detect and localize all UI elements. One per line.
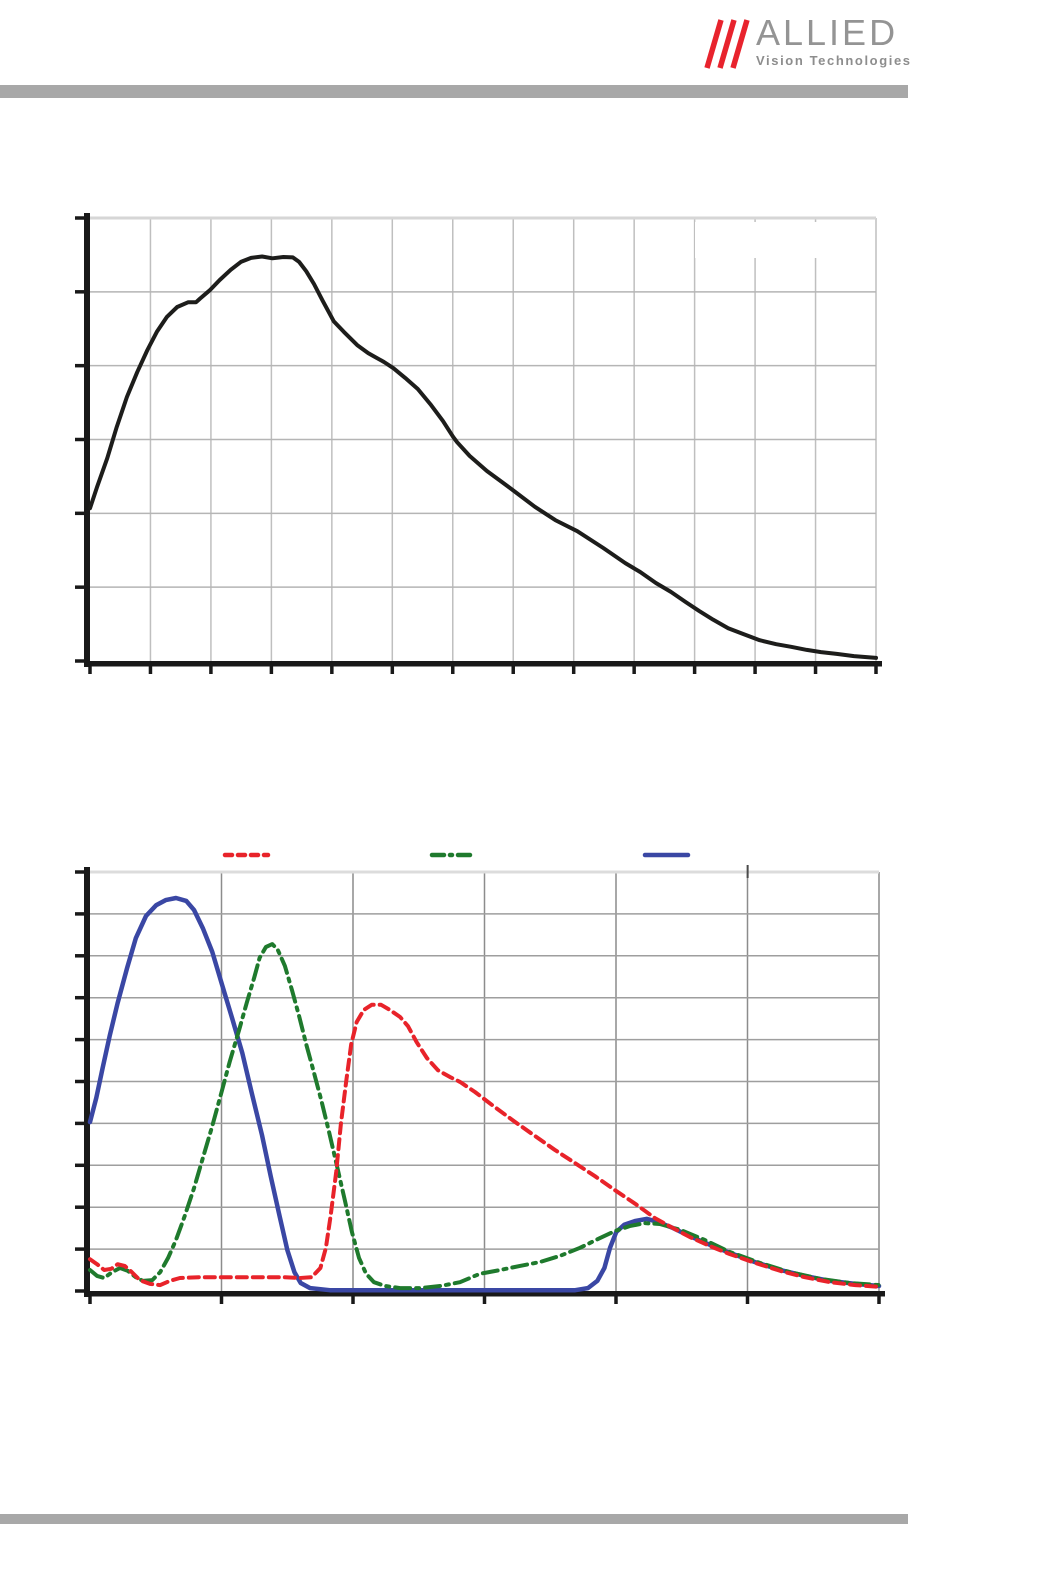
brand-subtitle: Vision Technologies: [756, 53, 912, 68]
brand-name: ALLIED: [756, 12, 899, 53]
series-curve-red-channel: [88, 1002, 881, 1289]
y-axis: [84, 867, 90, 1297]
logo-text: ALLIED Vision Technologies: [756, 12, 912, 69]
x-axis: [84, 661, 882, 667]
footer-divider-bar: [0, 1514, 908, 1524]
series-curve-green-channel: [88, 942, 881, 1291]
mono-spectral-sensitivity-chart: [75, 213, 882, 674]
brand-logo: ALLIED Vision Technologies: [704, 14, 914, 76]
color-spectral-sensitivity-chart: [75, 852, 885, 1304]
logo-slash-icon: [730, 19, 750, 69]
logo-slash-icon: [704, 19, 724, 69]
y-axis: [84, 213, 90, 667]
logo-slashes-icon: [704, 19, 750, 69]
x-axis: [84, 1291, 885, 1297]
series-curve-mono-sensitivity: [88, 254, 878, 660]
erased-legend-area: [695, 222, 870, 258]
header-divider-bar: [0, 85, 908, 98]
logo-slash-icon: [717, 19, 737, 69]
